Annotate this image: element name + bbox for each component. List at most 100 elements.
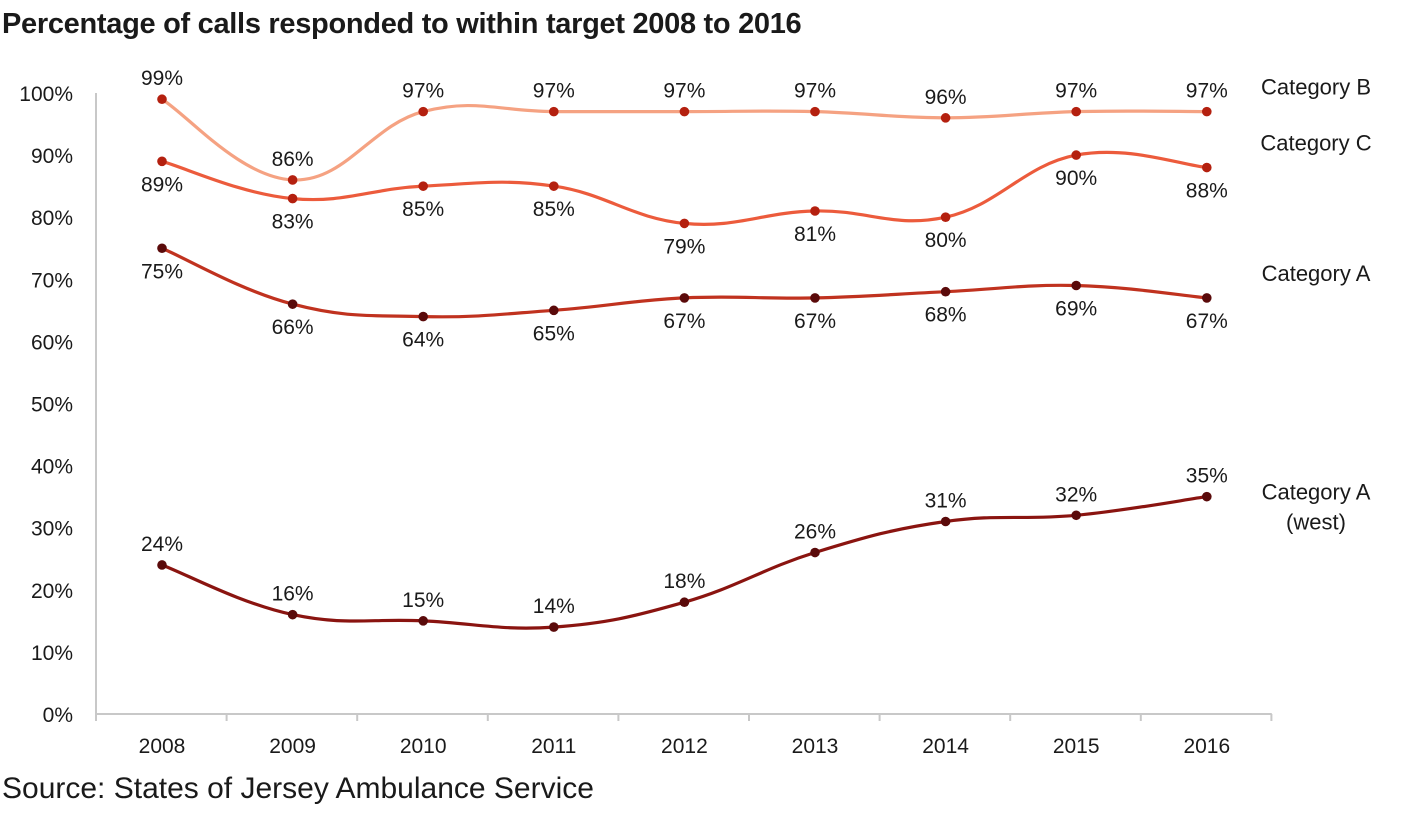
data-label: 97% bbox=[533, 80, 575, 103]
data-label: 97% bbox=[663, 80, 705, 103]
data-point bbox=[549, 181, 559, 191]
data-label: 67% bbox=[1186, 310, 1228, 333]
data-label: 90% bbox=[1055, 167, 1097, 190]
series-category-c: 89% 83% 85% 85% 79% 81% 80% 90% 88% Category C bbox=[141, 131, 1372, 259]
x-tick-label: 2012 bbox=[661, 735, 708, 758]
data-label: 26% bbox=[794, 521, 836, 544]
data-point bbox=[418, 106, 429, 117]
data-label: 97% bbox=[1055, 80, 1097, 103]
data-point bbox=[940, 212, 951, 222]
data-label: 97% bbox=[794, 80, 836, 103]
data-point bbox=[418, 311, 429, 322]
data-point bbox=[157, 243, 167, 254]
data-label: 15% bbox=[402, 589, 444, 612]
data-point bbox=[549, 106, 559, 117]
data-label: 89% bbox=[141, 173, 183, 196]
data-point bbox=[157, 94, 167, 105]
data-label: 24% bbox=[141, 533, 183, 556]
data-point bbox=[549, 305, 559, 316]
data-label: 31% bbox=[925, 489, 967, 512]
data-point bbox=[418, 181, 429, 191]
data-label: 18% bbox=[663, 570, 705, 593]
y-tick-label: 20% bbox=[31, 580, 73, 603]
data-point bbox=[940, 286, 951, 297]
data-label: 88% bbox=[1186, 180, 1228, 203]
data-point bbox=[679, 218, 690, 229]
data-point bbox=[940, 516, 951, 527]
series-name-label: Category C bbox=[1260, 131, 1371, 156]
data-label: 64% bbox=[402, 329, 444, 352]
data-label: 16% bbox=[272, 583, 314, 606]
data-point bbox=[679, 106, 690, 117]
data-label: 68% bbox=[925, 304, 967, 327]
data-label: 99% bbox=[141, 67, 183, 90]
data-point bbox=[679, 597, 690, 608]
x-tick-label: 2016 bbox=[1183, 735, 1230, 758]
data-label: 83% bbox=[272, 211, 314, 234]
series-line bbox=[161, 97, 1207, 182]
series-layer: 99% 86% 97% 97% 97% 97% 96% 97% 97% Category B 89%… bbox=[141, 67, 1372, 632]
y-tick-label: 70% bbox=[31, 269, 73, 292]
data-label: 65% bbox=[533, 322, 575, 345]
data-point bbox=[679, 293, 690, 303]
data-point bbox=[287, 193, 298, 204]
data-label: 79% bbox=[663, 235, 705, 258]
data-label: 66% bbox=[272, 316, 314, 339]
data-point bbox=[940, 113, 951, 123]
y-tick-label: 80% bbox=[31, 207, 73, 230]
x-tick-label: 2015 bbox=[1053, 735, 1100, 758]
data-point bbox=[1071, 510, 1081, 521]
series-line bbox=[161, 495, 1208, 630]
y-tick-label: 30% bbox=[31, 518, 73, 541]
x-tick-label: 2011 bbox=[531, 735, 576, 758]
data-label: 81% bbox=[794, 223, 836, 246]
series-line bbox=[161, 246, 1207, 319]
data-label: 32% bbox=[1055, 483, 1097, 506]
series-name-label: Category B bbox=[1261, 75, 1371, 100]
data-label: 85% bbox=[402, 198, 444, 221]
data-point bbox=[418, 616, 429, 626]
data-label: 67% bbox=[794, 310, 836, 333]
y-tick-label: 0% bbox=[43, 704, 73, 727]
data-point bbox=[1071, 106, 1081, 117]
data-point bbox=[287, 609, 298, 620]
data-label: 86% bbox=[272, 148, 314, 171]
data-point bbox=[287, 175, 298, 185]
data-label: 35% bbox=[1186, 465, 1228, 488]
data-point bbox=[157, 560, 167, 570]
data-point bbox=[810, 206, 820, 216]
chart-axes: 0% 10% 20% 30% 40% 50% 60% 70% 80% 90% 100% 2008 200… bbox=[19, 83, 1273, 758]
data-point bbox=[1071, 150, 1081, 160]
y-tick-label: 40% bbox=[31, 456, 73, 479]
series-name-label: Category A bbox=[1262, 261, 1371, 286]
x-tick-label: 2009 bbox=[269, 735, 316, 758]
y-tick-label: 50% bbox=[31, 394, 73, 417]
data-label: 80% bbox=[925, 229, 967, 252]
data-point bbox=[810, 106, 820, 117]
data-point bbox=[810, 547, 820, 558]
data-label: 96% bbox=[925, 86, 967, 109]
x-tick-label: 2008 bbox=[139, 735, 186, 758]
y-tick-label: 10% bbox=[31, 642, 73, 665]
y-tick-label: 100% bbox=[19, 83, 73, 106]
series-line bbox=[161, 150, 1207, 226]
x-tick-label: 2013 bbox=[792, 735, 839, 758]
data-point bbox=[1202, 162, 1212, 173]
chart-title: Percentage of calls responded to within … bbox=[2, 8, 802, 40]
data-label: 85% bbox=[533, 198, 575, 221]
series-name-label: Category A bbox=[1262, 480, 1371, 505]
series-name-label: (west) bbox=[1286, 510, 1346, 535]
series-category-b: 99% 86% 97% 97% 97% 97% 96% 97% 97% Category B bbox=[141, 67, 1371, 185]
x-tick-label: 2010 bbox=[400, 735, 447, 758]
source-note: Source: States of Jersey Ambulance Servi… bbox=[2, 772, 594, 805]
data-point bbox=[1071, 280, 1081, 291]
series-category-a: 75% 66% 64% 65% 67% 67% 68% 69% 67% Category A bbox=[141, 243, 1371, 352]
data-point bbox=[1202, 293, 1212, 303]
y-tick-label: 90% bbox=[31, 145, 73, 168]
series-category-a-west: 24% 16% 15% 14% 18% 26% 31% 32% 35% Category A (we… bbox=[141, 465, 1371, 632]
data-label: 97% bbox=[1186, 80, 1228, 103]
data-label: 14% bbox=[533, 595, 575, 618]
data-point bbox=[287, 299, 298, 309]
data-label: 67% bbox=[663, 310, 705, 333]
